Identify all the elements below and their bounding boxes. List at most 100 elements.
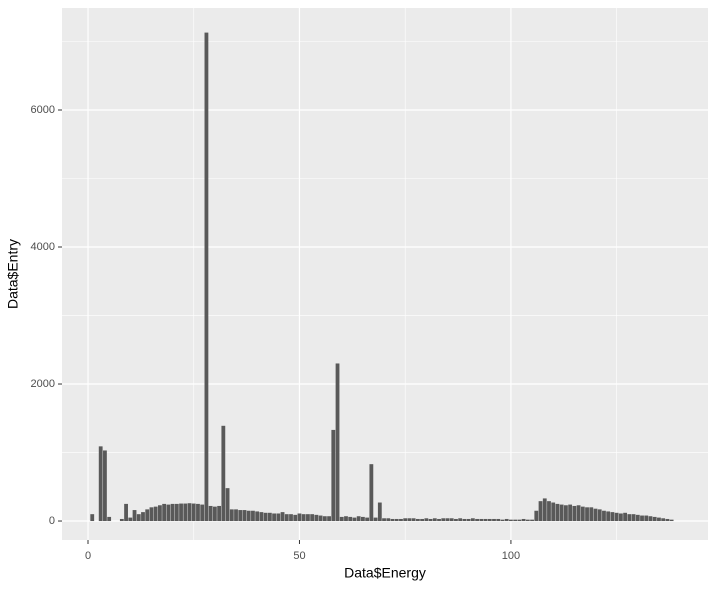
bar (665, 518, 670, 522)
bar (267, 512, 272, 522)
bar (559, 504, 564, 522)
bar (263, 512, 268, 522)
bar (530, 519, 534, 522)
bar (640, 515, 644, 522)
bar (280, 512, 285, 522)
bar (470, 518, 475, 522)
bar (377, 502, 382, 522)
bar (119, 518, 124, 522)
bar (657, 517, 661, 522)
bar (191, 503, 196, 522)
bar (124, 503, 128, 522)
bar (618, 513, 623, 522)
bar (623, 512, 628, 522)
bar (314, 514, 319, 522)
bar (306, 514, 310, 522)
bar (98, 446, 103, 522)
bar (487, 518, 492, 522)
bar (386, 518, 391, 522)
bar (407, 518, 412, 522)
panel (62, 8, 708, 540)
bar (170, 503, 175, 522)
bar (289, 514, 293, 522)
bar (415, 518, 420, 522)
y-tick-label: 2000 (31, 378, 55, 390)
bar (246, 510, 251, 522)
x-tick-label: 100 (502, 550, 520, 562)
bar (475, 518, 479, 522)
bar (183, 503, 188, 522)
bar (411, 518, 416, 522)
bar (369, 464, 374, 522)
bar (255, 511, 260, 522)
bar (259, 512, 264, 522)
bar (479, 518, 484, 522)
bar (547, 501, 551, 522)
bar (631, 514, 636, 522)
bar (196, 503, 200, 522)
bar (454, 518, 458, 522)
bar (492, 518, 496, 522)
bar (399, 518, 403, 522)
bar (327, 516, 331, 522)
bar (221, 425, 226, 522)
bar (597, 509, 602, 522)
bar (225, 488, 230, 522)
bar (652, 516, 657, 522)
bar (356, 516, 361, 522)
bar (500, 519, 505, 522)
bar (352, 517, 357, 522)
bar (445, 518, 450, 522)
bar (614, 512, 619, 522)
bar (441, 518, 446, 522)
bar (466, 518, 471, 522)
bar (331, 429, 336, 522)
bar (382, 518, 386, 522)
bar (420, 518, 425, 522)
bar (162, 503, 167, 522)
bar (449, 518, 454, 522)
bar (145, 509, 150, 522)
bar (174, 503, 179, 522)
bar (428, 518, 433, 522)
bar (627, 514, 632, 522)
bar (229, 509, 234, 522)
bar (576, 505, 581, 522)
bar (212, 506, 217, 522)
bar (276, 513, 281, 522)
bar (394, 518, 399, 522)
bar (610, 512, 615, 522)
bar (509, 519, 513, 522)
bar (103, 450, 107, 522)
bar (496, 518, 501, 522)
bar (580, 506, 585, 522)
bar (424, 518, 429, 522)
bar (293, 514, 298, 522)
bar (551, 502, 556, 522)
bar (635, 514, 640, 522)
bar (534, 510, 539, 522)
bar (310, 514, 315, 522)
bar (602, 510, 606, 522)
bar (153, 506, 158, 522)
bar (344, 516, 348, 522)
bar (563, 505, 568, 522)
bar (572, 505, 577, 522)
bar (132, 510, 137, 522)
bar (297, 513, 302, 522)
bar (242, 510, 247, 522)
bar (644, 515, 649, 522)
bar (301, 514, 306, 522)
bar (217, 505, 222, 522)
bar (208, 505, 213, 522)
bar (158, 505, 162, 522)
bar (204, 32, 209, 522)
bar (322, 516, 327, 522)
bar (90, 514, 95, 522)
bar (517, 519, 522, 522)
bar (141, 512, 145, 522)
bar (136, 514, 141, 522)
bar (318, 515, 323, 522)
bar (555, 503, 560, 522)
bar (200, 504, 205, 522)
